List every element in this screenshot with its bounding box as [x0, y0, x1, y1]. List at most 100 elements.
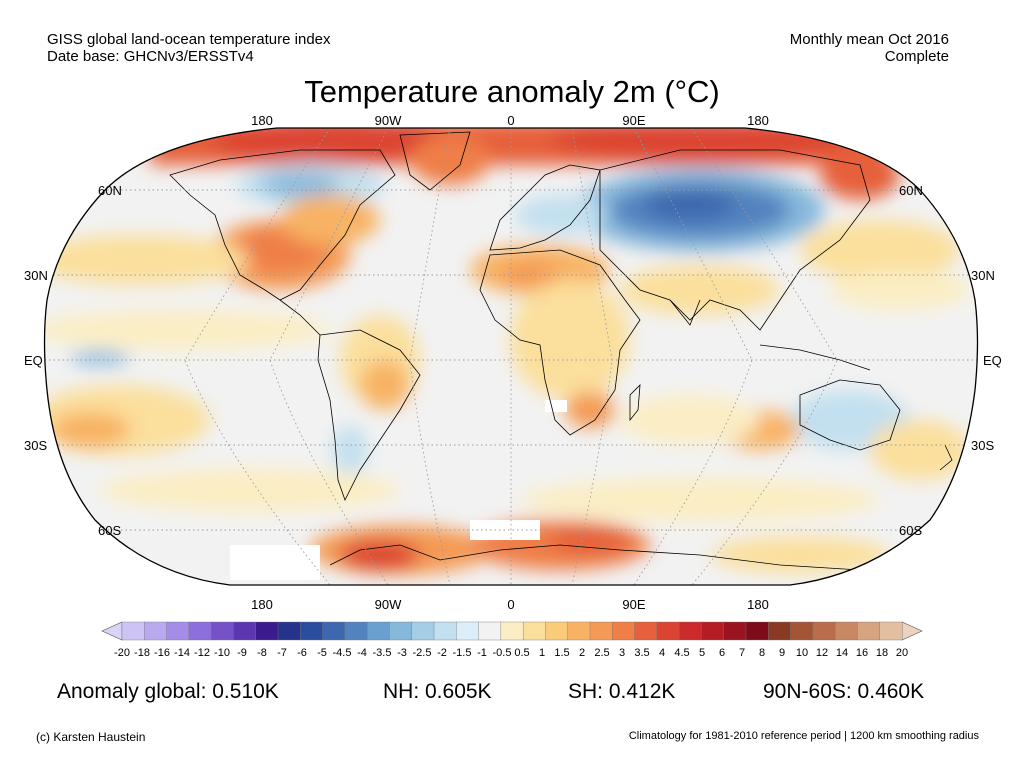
colorbar-swatch: [634, 621, 658, 641]
colorbar-swatch: [166, 621, 190, 641]
colorbar-tick-label: 7: [738, 647, 746, 659]
colorbar-tick-label: 4.5: [674, 647, 690, 659]
lon-label-top: 180: [251, 113, 273, 128]
colorbar-swatch: [411, 621, 435, 641]
colorbar-arrow-right: [901, 621, 923, 641]
colorbar-swatch: [857, 621, 881, 641]
colorbar-tick-label: 1.5: [554, 647, 570, 659]
colorbar-swatch: [478, 621, 502, 641]
colorbar-tick-label: -0.5: [492, 647, 512, 659]
colorbar-tick-label: 3: [618, 647, 626, 659]
colorbar-tick-label: -18: [134, 647, 150, 659]
colorbar-swatch: [723, 621, 747, 641]
colorbar-swatch: [790, 621, 814, 641]
colorbar-swatch: [656, 621, 680, 641]
lat-label-right: EQ: [983, 353, 1002, 368]
colorbar-tick-label: 16: [855, 647, 869, 659]
colorbar-swatch: [277, 621, 301, 641]
lon-label-top: 0: [507, 113, 515, 128]
colorbar-tick-label: 9: [778, 647, 786, 659]
colorbar-tick-label: 1: [538, 647, 546, 659]
colorbar-swatch: [768, 621, 792, 641]
colorbar-tick-label: -3.5: [372, 647, 392, 659]
lat-label-left: 30S: [24, 438, 48, 453]
colorbar-tick-label: 12: [815, 647, 829, 659]
colorbar-tick-label: 14: [835, 647, 849, 659]
dataset-label: GISS global land-ocean temperature index: [47, 31, 331, 48]
colorbar-tick-label: -14: [174, 647, 190, 659]
colorbar-swatch: [344, 621, 368, 641]
colorbar-tick-label: -1: [477, 647, 487, 659]
colorbar-tick-label: -7: [277, 647, 287, 659]
colorbar-swatch: [612, 621, 636, 641]
lat-label-right: 30N: [971, 268, 995, 283]
colorbar-tick-label: -16: [154, 647, 170, 659]
lon-label-bottom: 90E: [622, 597, 646, 612]
colorbar-tick-label: -2.5: [412, 647, 432, 659]
colorbar-arrow-left: [101, 621, 123, 641]
colorbar-tick-label: 3.5: [634, 647, 650, 659]
colorbar-tick-label: 18: [875, 647, 889, 659]
colorbar-swatch: [366, 621, 390, 641]
lon-label-top: 90W: [374, 113, 402, 128]
colorbar-swatch: [322, 621, 346, 641]
polar-anomaly: 90N-60S: 0.460K: [763, 680, 925, 703]
map-title: Temperature anomaly 2m (°C): [304, 74, 720, 109]
colorbar-swatch: [834, 621, 858, 641]
colorbar-swatch: [701, 621, 725, 641]
lat-label-right: 60N: [899, 183, 923, 198]
colorbar-swatch: [545, 621, 569, 641]
colorbar-tick-label: -4.5: [332, 647, 352, 659]
globe-outline: [43, 127, 979, 586]
lon-label-top: 180: [747, 113, 769, 128]
lon-label-bottom: 180: [747, 597, 769, 612]
colorbar-tick-label: -12: [194, 647, 210, 659]
graticule: [44, 128, 978, 585]
colorbar-tick-label: -9: [237, 647, 247, 659]
colorbar-swatch: [121, 621, 145, 641]
lat-label-left: 30N: [24, 268, 48, 283]
colorbar-tick-label: 20: [895, 647, 909, 659]
colorbar-swatch: [389, 621, 413, 641]
lon-label-bottom: 180: [251, 597, 273, 612]
colorbar-tick-label: 8: [758, 647, 766, 659]
colorbar-tick-label: 2: [578, 647, 586, 659]
colorbar-swatch: [255, 621, 279, 641]
colorbar-swatch: [233, 621, 257, 641]
database-label: Date base: GHCNv3/ERSSTv4: [47, 48, 254, 65]
colorbar-tick-label: -8: [257, 647, 267, 659]
credit: (c) Karsten Haustein: [36, 730, 146, 744]
colorbar-tick-label: -5: [317, 647, 327, 659]
colorbar-swatch: [678, 621, 702, 641]
anomaly-field: [44, 128, 978, 585]
colorbar-tick-label: -6: [297, 647, 307, 659]
colorbar-tick-label: -20: [114, 647, 130, 659]
lat-label-left: 60N: [98, 183, 122, 198]
colorbar-tick-label: 10: [795, 647, 809, 659]
colorbar-tick-label: -2: [437, 647, 447, 659]
colorbar-swatch: [300, 621, 324, 641]
colorbar-tick-label: 6: [718, 647, 726, 659]
colorbar-tick-label: 2.5: [594, 647, 610, 659]
lat-label-left: 60S: [98, 523, 122, 538]
colorbar-swatch: [879, 621, 903, 641]
lon-label-bottom: 90W: [374, 597, 402, 612]
colorbar-swatch: [567, 621, 591, 641]
colorbar-swatch: [500, 621, 524, 641]
colorbar-tick-label: 5: [698, 647, 706, 659]
colorbar-swatch: [589, 621, 613, 641]
lon-label-bottom: 0: [507, 597, 515, 612]
colorbar-swatch: [812, 621, 836, 641]
colorbar-tick-label: 4: [658, 647, 666, 659]
colorbar-swatch: [144, 621, 168, 641]
colorbar-swatch: [522, 621, 546, 641]
colorbar-tick-label: -1.5: [452, 647, 472, 659]
colorbar-swatch: [210, 621, 234, 641]
lon-label-top: 90E: [622, 113, 646, 128]
nh-anomaly: NH: 0.605K: [383, 680, 492, 703]
colorbar-tick-label: 0.5: [514, 647, 530, 659]
colorbar-swatch: [745, 621, 769, 641]
colorbar-swatch: [188, 621, 212, 641]
global-anomaly: Anomaly global: 0.510K: [57, 680, 279, 703]
